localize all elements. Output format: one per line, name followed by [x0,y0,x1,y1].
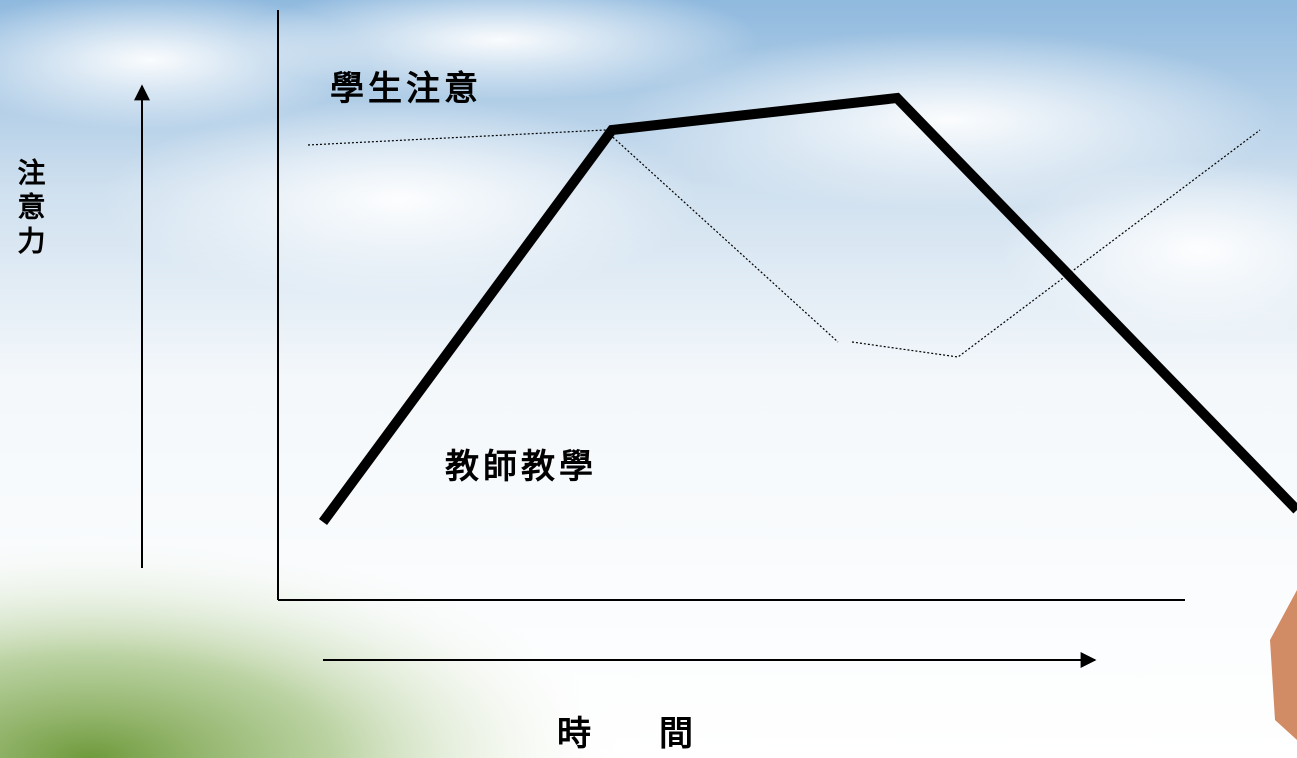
hill [0,380,900,758]
y-axis-label: 注意力 [14,157,47,260]
x-axis-label: 時 間 [557,714,693,754]
student-line [307,129,839,343]
teacher-line [318,92,1297,525]
student-label: 學生注意 [330,69,482,109]
castle-roof [1270,590,1297,740]
teacher-label: 教師教學 [445,447,597,487]
